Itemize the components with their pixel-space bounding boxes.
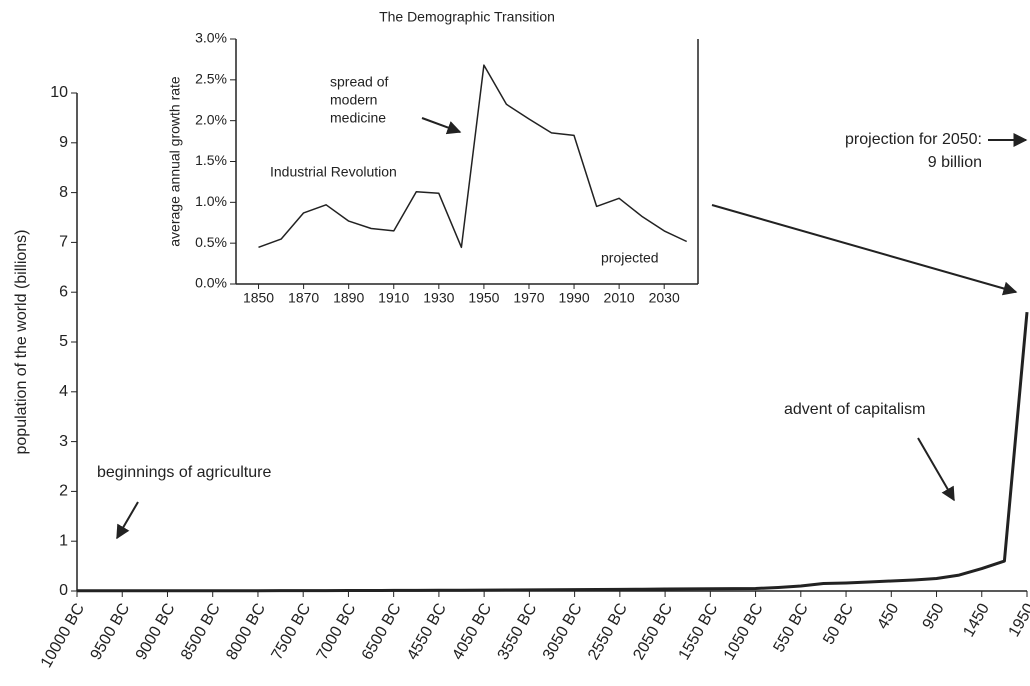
x-tick-label: 1950: [1006, 601, 1030, 640]
x-tick-label: 1550 BC: [676, 601, 722, 663]
x-tick-label: 1950: [468, 290, 499, 306]
x-tick-label: 10000 BC: [38, 601, 88, 671]
y-axis-label: population of the world (billions): [13, 229, 30, 454]
y-tick-label: 8: [59, 184, 68, 201]
y-tick-label: 2.0%: [195, 111, 227, 127]
x-tick-label: 1450: [960, 601, 993, 640]
x-tick-label: 7000 BC: [314, 601, 360, 663]
data-line: [258, 64, 688, 249]
y-tick-label: 2.5%: [195, 71, 227, 87]
y-tick-label: 5: [59, 333, 68, 350]
annotation: modern: [330, 92, 377, 108]
arrow: [711, 204, 1018, 296]
x-tick-label: 2010: [604, 290, 635, 306]
annotation: 9 billion: [928, 154, 982, 171]
y-tick-label: 0.5%: [195, 234, 227, 250]
x-tick-label: 1890: [333, 290, 364, 306]
x-tick-label: 8000 BC: [223, 601, 269, 663]
x-tick-label: 2030: [649, 290, 680, 306]
y-tick-label: 7: [59, 234, 68, 251]
x-tick-label: 9500 BC: [88, 601, 134, 663]
x-tick-label: 1970: [513, 290, 544, 306]
x-tick-label: 3050 BC: [540, 601, 586, 663]
arrow: [917, 437, 955, 502]
y-tick-label: 0.0%: [195, 275, 227, 291]
x-tick-label: 8500 BC: [178, 601, 224, 663]
x-tick-label: 1910: [378, 290, 409, 306]
annotation: beginnings of agriculture: [97, 464, 271, 481]
x-tick-label: 550 BC: [771, 601, 812, 656]
x-tick-label: 4050 BC: [449, 601, 495, 663]
y-tick-label: 3: [59, 433, 68, 450]
annotation: Industrial Revolution: [270, 164, 397, 180]
y-tick-label: 1.5%: [195, 152, 227, 168]
x-tick-label: 950: [920, 601, 948, 633]
y-tick-label: 3.0%: [195, 30, 227, 46]
arrow: [116, 501, 139, 540]
x-tick-label: 1990: [558, 290, 589, 306]
data-line: [77, 311, 1029, 593]
annotation: medicine: [330, 110, 386, 126]
y-tick-label: 1.0%: [195, 193, 227, 209]
arrow: [421, 117, 462, 135]
x-tick-label: 3550 BC: [495, 601, 541, 663]
y-tick-label: 9: [59, 134, 68, 151]
y-tick-label: 2: [59, 483, 68, 500]
x-tick-label: 1050 BC: [721, 601, 767, 663]
y-tick-label: 6: [59, 283, 68, 300]
x-tick-label: 2550 BC: [585, 601, 631, 663]
x-tick-label: 6500 BC: [359, 601, 405, 663]
y-tick-label: 0: [59, 582, 68, 599]
x-tick-label: 1930: [423, 290, 454, 306]
x-tick-label: 50 BC: [820, 601, 857, 648]
annotation: projection for 2050:: [845, 131, 982, 148]
y-tick-label: 10: [50, 84, 68, 101]
arrows: [116, 117, 1028, 540]
x-tick-label: 7500 BC: [268, 601, 314, 663]
y-tick-label: 4: [59, 383, 68, 400]
x-tick-label: 450: [874, 601, 902, 633]
x-tick-label: 1870: [288, 290, 319, 306]
y-tick-label: 1: [59, 532, 68, 549]
chart-title: The Demographic Transition: [379, 9, 555, 25]
x-tick-label: 4550 BC: [404, 601, 450, 663]
x-tick-label: 1850: [243, 290, 274, 306]
x-tick-label: 2050 BC: [630, 601, 676, 663]
annotation: advent of capitalism: [784, 401, 925, 418]
annotation: spread of: [330, 74, 388, 90]
y-axis-label: average annual growth rate: [167, 76, 183, 247]
x-tick-label: 9000 BC: [133, 601, 179, 663]
annotation: projected: [601, 250, 659, 266]
